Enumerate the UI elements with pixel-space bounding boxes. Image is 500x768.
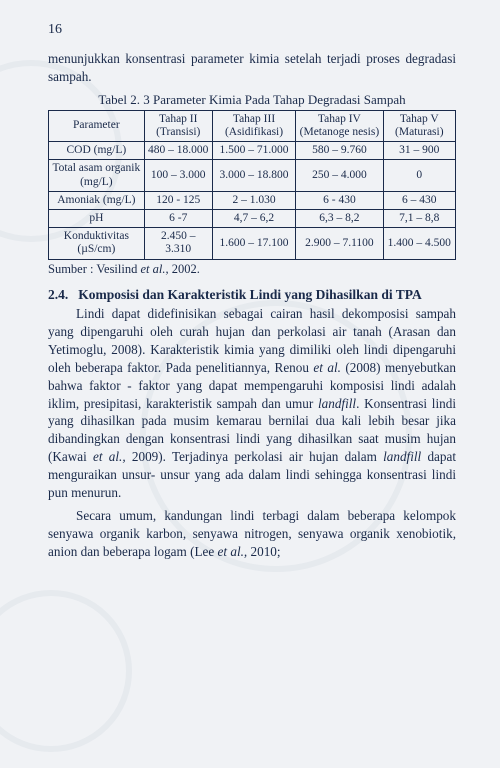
page-number: 16: [48, 22, 456, 38]
table-cell: Amoniak (mg/L): [49, 191, 145, 209]
table-row: pH6 -74,7 – 6,26,3 – 8,27,1 – 8,8: [49, 209, 456, 227]
page: 16 menunjukkan konsentrasi parameter kim…: [0, 0, 500, 768]
table-header-cell: Tahap II (Transisi): [144, 110, 212, 141]
table-cell: pH: [49, 209, 145, 227]
text-italic: landfill: [318, 396, 356, 411]
table-row: Amoniak (mg/L)120 - 1252 – 1.0306 - 4306…: [49, 191, 456, 209]
source-label: Sumber : Vesilind: [48, 262, 140, 276]
table-cell: 6 - 430: [296, 191, 383, 209]
table-header-cell: Tahap IV (Metanoge nesis): [296, 110, 383, 141]
table-cell: 7,1 – 8,8: [383, 209, 455, 227]
section-heading: 2.4. Komposisi dan Karakteristik Lindi y…: [48, 287, 456, 304]
intro-paragraph: menunjukkan konsentrasi parameter kimia …: [48, 50, 456, 86]
table-cell: 1.600 – 17.100: [212, 228, 295, 259]
source-year: 2002.: [169, 262, 200, 276]
table-cell: 2.450 – 3.310: [144, 228, 212, 259]
table-cell: Konduktivitas (µS/cm): [49, 228, 145, 259]
table-cell: 1.500 – 71.000: [212, 142, 295, 160]
table-cell: 31 – 900: [383, 142, 455, 160]
table-cell: 1.400 – 4.500: [383, 228, 455, 259]
text-italic: landfill: [383, 449, 421, 464]
source-italic: et al.,: [140, 262, 168, 276]
table-cell: Total asam organik (mg/L): [49, 160, 145, 191]
table-row: COD (mg/L)480 – 18.0001.500 – 71.000580 …: [49, 142, 456, 160]
text-italic: et al.,: [93, 449, 126, 464]
table-row: Total asam organik (mg/L)100 – 3.0003.00…: [49, 160, 456, 191]
table-cell: 2.900 – 7.1100: [296, 228, 383, 259]
table-cell: 6 – 430: [383, 191, 455, 209]
text-italic: et al.: [313, 360, 341, 375]
table-cell: COD (mg/L): [49, 142, 145, 160]
table-cell: 120 - 125: [144, 191, 212, 209]
table-cell: 3.000 – 18.800: [212, 160, 295, 191]
table-cell: 480 – 18.000: [144, 142, 212, 160]
section-title: Komposisi dan Karakteristik Lindi yang D…: [78, 287, 456, 304]
body-paragraph-1: Lindi dapat didefinisikan sebagai cairan…: [48, 305, 456, 501]
table-cell: 100 – 3.000: [144, 160, 212, 191]
table-cell: 0: [383, 160, 455, 191]
table-cell: 580 – 9.760: [296, 142, 383, 160]
text: 2010;: [247, 544, 280, 559]
text-italic: et al.,: [218, 544, 248, 559]
table-cell: 250 – 4.000: [296, 160, 383, 191]
table-header-row: Parameter Tahap II (Transisi) Tahap III …: [49, 110, 456, 141]
section-number: 2.4.: [48, 287, 68, 304]
parameter-table: Parameter Tahap II (Transisi) Tahap III …: [48, 110, 456, 260]
table-cell: 6 -7: [144, 209, 212, 227]
table-cell: 2 – 1.030: [212, 191, 295, 209]
table-caption: Tabel 2. 3 Parameter Kimia Pada Tahap De…: [48, 92, 456, 108]
table-header-cell: Parameter: [49, 110, 145, 141]
table-header-cell: Tahap III (Asidifikasi): [212, 110, 295, 141]
table-cell: 4,7 – 6,2: [212, 209, 295, 227]
table-row: Konduktivitas (µS/cm)2.450 – 3.3101.600 …: [49, 228, 456, 259]
table-cell: 6,3 – 8,2: [296, 209, 383, 227]
body-paragraph-2: Secara umum, kandungan lindi terbagi dal…: [48, 507, 456, 560]
text: 2009). Terjadinya perkolasi air hujan da…: [126, 449, 383, 464]
table-source: Sumber : Vesilind et al., 2002.: [48, 262, 456, 277]
table-header-cell: Tahap V (Maturasi): [383, 110, 455, 141]
